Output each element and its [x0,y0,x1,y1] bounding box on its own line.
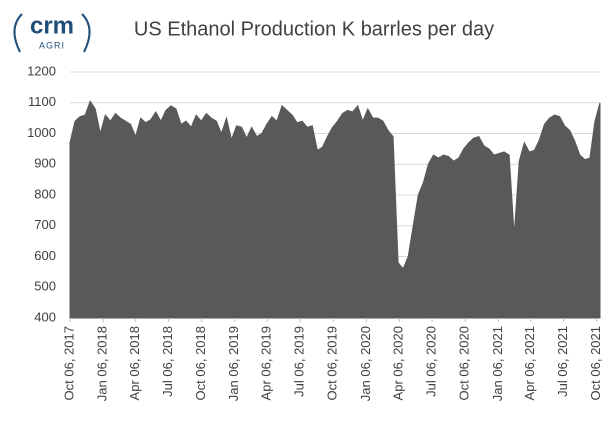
x-tick-label: Oct 06, 2017 [61,326,76,400]
y-tick-label: 400 [34,309,56,324]
x-tick-label: Jan 06, 2019 [226,326,241,401]
y-tick-label: 1000 [27,125,56,140]
y-tick-label: 1100 [28,94,56,109]
x-tick-label: Apr 06, 2020 [391,326,406,400]
y-tick-label: 800 [34,186,56,201]
x-tick-label: Apr 06, 2019 [259,326,274,400]
x-tick-label: Jan 06, 2021 [490,326,505,401]
y-tick-label: 700 [34,217,56,232]
x-tick-label: Oct 06, 2018 [193,326,208,400]
y-tick-label: 900 [34,156,56,171]
laurel-left [13,13,23,53]
x-tick-label: Jul 06, 2018 [160,326,175,397]
x-tick-label: Jan 06, 2018 [95,326,110,401]
x-tick-label: Jul 06, 2020 [423,326,438,397]
x-tick-label: Oct 06, 2019 [325,326,340,400]
y-tick-label: 600 [34,248,56,263]
chart-title: US Ethanol Production K barrles per day [134,18,494,40]
logo-text: crm [30,12,74,39]
area [69,100,601,319]
x-tick-label: Apr 06, 2021 [522,326,537,400]
x-tick-label: Oct 06, 2021 [588,326,603,400]
logo [13,13,91,53]
x-tick-label: Apr 06, 2018 [127,326,142,400]
x-tick-label: Jul 06, 2021 [555,326,570,397]
x-tick-label: Oct 06, 2020 [457,326,472,400]
laurel-right [81,13,91,53]
logo-subtext: AGRI [39,40,65,50]
x-tick-label: Jan 06, 2020 [358,326,373,401]
y-tick-label: 1200 [27,63,56,78]
y-tick-label: 500 [34,279,56,294]
x-tick-label: Jul 06, 2019 [291,326,306,397]
